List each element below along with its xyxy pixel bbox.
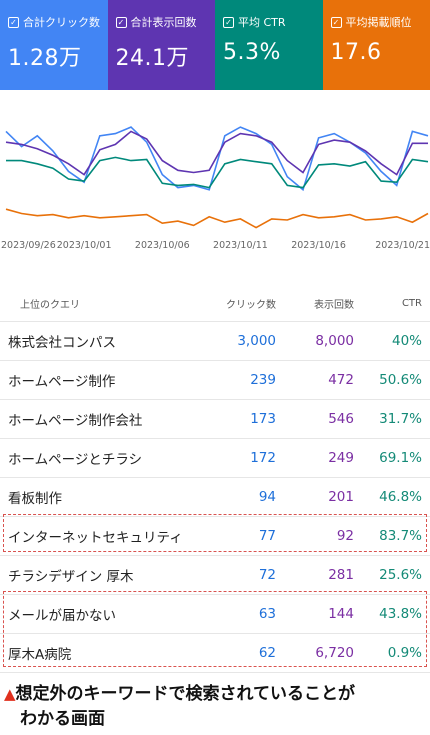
card-average-position[interactable]: ✓ 平均掲載順位 17.6 xyxy=(322,0,430,90)
metric-cards: ✓ 合計クリック数 1.28万 ✓ 合計表示回数 24.1万 ✓ 平均 CTR 5.3… xyxy=(0,0,430,90)
query-cell: 厚木A病院 xyxy=(8,647,72,663)
table-row[interactable]: 株式会社コンパス 3,000 8,000 40% xyxy=(0,322,430,361)
table-row[interactable]: インターネットセキュリティ 77 92 83.7% xyxy=(0,517,430,556)
series-line-1 xyxy=(5,130,428,176)
impressions-cell: 201 xyxy=(328,489,354,505)
ctr-cell: 40% xyxy=(391,333,422,349)
checkbox-icon[interactable]: ✓ xyxy=(223,16,234,28)
card-total-clicks[interactable]: ✓ 合計クリック数 1.28万 xyxy=(0,0,108,90)
ctr-cell: 25.6% xyxy=(379,567,422,583)
impressions-cell: 144 xyxy=(328,606,354,622)
ctr-cell: 69.1% xyxy=(379,450,422,466)
query-cell: チラシデザイン 厚木 xyxy=(8,569,134,585)
clicks-cell: 173 xyxy=(250,411,276,427)
table-row[interactable]: 看板制作 94 201 46.8% xyxy=(0,478,430,517)
table-row[interactable]: ホームページ制作 239 472 50.6% xyxy=(0,361,430,400)
ctr-cell: 50.6% xyxy=(379,372,422,388)
clicks-cell: 94 xyxy=(258,489,276,505)
card-value: 17.6 xyxy=(330,40,382,65)
checkbox-icon[interactable]: ✓ xyxy=(115,16,127,28)
caption-line-1: 想定外のキーワードで検索されていることが xyxy=(15,684,356,704)
ctr-cell: 0.9% xyxy=(387,645,422,661)
x-tick-label: 2023/10/01 xyxy=(57,240,112,251)
x-tick-label: 2023/10/06 xyxy=(135,240,190,251)
clicks-cell: 172 xyxy=(250,450,276,466)
clicks-cell: 239 xyxy=(250,372,276,388)
ctr-cell: 43.8% xyxy=(379,606,422,622)
header-query[interactable]: 上位のクエリ xyxy=(20,299,80,311)
header-clicks[interactable]: クリック数 xyxy=(226,299,276,311)
table-header: 上位のクエリ クリック数 表示回数 CTR xyxy=(0,285,430,322)
performance-chart: 2023/09/26 2023/10/01 2023/10/06 2023/10/11… xyxy=(1,126,430,251)
queries-table: 上位のクエリ クリック数 表示回数 CTR 株式会社コンパス 3,000 8,000… xyxy=(0,285,430,673)
query-cell: ホームページとチラシ xyxy=(8,452,143,468)
impressions-cell: 8,000 xyxy=(315,333,354,349)
caption-line-2: わかる画面 xyxy=(20,709,105,729)
card-value: 24.1万 xyxy=(115,46,189,71)
clicks-cell: 63 xyxy=(258,606,276,622)
card-average-ctr[interactable]: ✓ 平均 CTR 5.3% xyxy=(215,0,323,90)
table-row[interactable]: 厚木A病院 62 6,720 0.9% xyxy=(0,634,430,673)
x-tick-label: 2023/10/11 xyxy=(213,240,268,251)
card-value: 5.3% xyxy=(223,40,281,65)
clicks-cell: 3,000 xyxy=(237,333,276,349)
clicks-cell: 72 xyxy=(258,567,276,583)
ctr-cell: 83.7% xyxy=(379,528,422,544)
table-row[interactable]: チラシデザイン 厚木 72 281 25.6% xyxy=(0,556,430,595)
ctr-cell: 31.7% xyxy=(379,411,422,427)
impressions-cell: 472 xyxy=(328,372,354,388)
card-label: 合計表示回数 xyxy=(130,16,197,29)
impressions-cell: 281 xyxy=(328,567,354,583)
query-cell: 看板制作 xyxy=(8,491,62,507)
impressions-cell: 249 xyxy=(328,450,354,466)
query-cell: 株式会社コンパス xyxy=(8,335,116,351)
card-label: 平均掲載順位 xyxy=(345,16,412,29)
checkbox-icon[interactable]: ✓ xyxy=(8,16,19,28)
query-cell: ホームページ制作会社 xyxy=(8,413,143,429)
table-row[interactable]: ホームページ制作会社 173 546 31.7% xyxy=(0,400,430,439)
impressions-cell: 546 xyxy=(328,411,354,427)
caption: ▲想定外のキーワードで検索されていることが わかる画面 xyxy=(4,682,355,732)
clicks-cell: 77 xyxy=(258,528,276,544)
table-row[interactable]: ホームページとチラシ 172 249 69.1% xyxy=(0,439,430,478)
card-total-impressions[interactable]: ✓ 合計表示回数 24.1万 xyxy=(107,0,215,90)
query-cell: メールが届かない xyxy=(8,608,116,624)
query-cell: ホームページ制作 xyxy=(8,374,116,390)
table-row[interactable]: メールが届かない 63 144 43.8% xyxy=(0,595,430,634)
x-tick-label: 2023/10/21 xyxy=(375,240,430,251)
header-impressions[interactable]: 表示回数 xyxy=(314,299,354,311)
series-line-2 xyxy=(6,156,429,189)
x-tick-label: 2023/10/16 xyxy=(291,240,346,251)
card-label: 平均 CTR xyxy=(238,16,286,29)
ctr-cell: 46.8% xyxy=(379,489,422,505)
header-ctr[interactable]: CTR xyxy=(401,297,422,309)
impressions-cell: 6,720 xyxy=(315,645,354,661)
triangle-icon: ▲ xyxy=(4,685,16,703)
series-line-3 xyxy=(5,208,429,229)
query-cell: インターネットセキュリティ xyxy=(8,530,183,546)
card-value: 1.28万 xyxy=(8,46,82,71)
series-line-0 xyxy=(5,126,429,192)
card-label: 合計クリック数 xyxy=(23,16,100,29)
x-tick-label: 2023/09/26 xyxy=(1,240,56,251)
impressions-cell: 92 xyxy=(336,528,354,544)
clicks-cell: 62 xyxy=(258,645,276,661)
checkbox-icon[interactable]: ✓ xyxy=(330,16,342,28)
